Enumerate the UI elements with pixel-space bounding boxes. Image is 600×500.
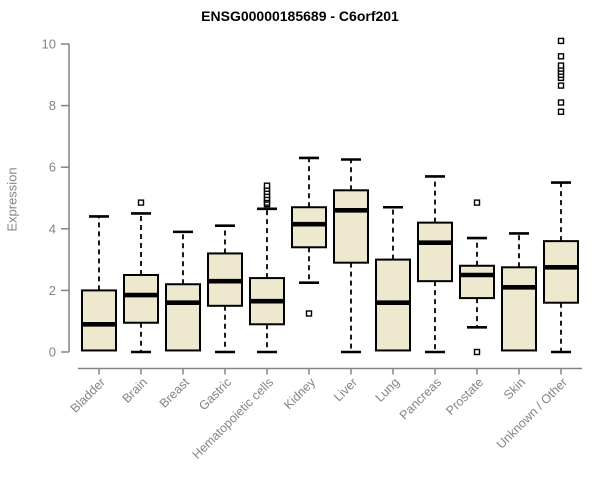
x-tick-label: Pancreas: [397, 375, 444, 422]
y-tick-label: 10: [42, 37, 56, 52]
x-tick-label: Gastric: [196, 375, 234, 413]
outlier-point: [557, 37, 565, 45]
chart-title: ENSG00000185689 - C6orf201: [201, 8, 399, 24]
x-tick-label: Bladder: [68, 375, 108, 415]
iqr-box: [123, 274, 159, 324]
x-tick-label: Hematopoietic cells: [190, 375, 277, 462]
x-tick-label: Kidney: [281, 375, 318, 412]
outlier-point: [305, 310, 313, 317]
y-axis: 0 2 4 6 8 10: [42, 37, 70, 360]
outlier-point: [557, 99, 565, 106]
outlier-point: [557, 62, 565, 69]
box-gastric: [207, 224, 243, 354]
iqr-box: [291, 206, 327, 249]
iqr-box: [417, 221, 453, 283]
x-tick-label: Brain: [120, 375, 151, 406]
outlier-point: [473, 199, 481, 206]
outlier-point: [473, 348, 481, 356]
box-skin: [501, 232, 537, 352]
iqr-box: [543, 240, 579, 304]
box-pancreas: [417, 175, 453, 354]
x-tick-label: Liver: [331, 375, 360, 404]
outlier-point: [557, 53, 565, 60]
box-kidney: [291, 156, 327, 317]
x-tick-label: Prostate: [443, 375, 486, 418]
iqr-box: [459, 264, 495, 300]
outlier-point: [557, 108, 565, 115]
iqr-box: [501, 266, 537, 352]
y-tick-label: 0: [49, 345, 56, 360]
box-unknown-other: [543, 37, 579, 354]
box-lung: [375, 205, 411, 352]
box-hematopoietic-cells: [249, 182, 285, 354]
iqr-box: [375, 258, 411, 352]
outlier-point: [557, 82, 565, 89]
box-bladder: [81, 215, 117, 352]
box-breast: [165, 230, 201, 352]
iqr-box: [81, 289, 117, 352]
iqr-box: [165, 283, 201, 352]
box-liver: [333, 158, 369, 354]
x-tick-label: Skin: [501, 375, 528, 402]
iqr-box: [333, 189, 369, 264]
y-tick-label: 4: [49, 221, 56, 236]
outlier-point: [137, 199, 145, 206]
box-brain: [123, 199, 159, 354]
x-tick-label: Breast: [157, 375, 193, 411]
x-tick-label: Unknown / Other: [494, 375, 570, 451]
y-tick-label: 6: [49, 160, 56, 175]
y-tick-label: 8: [49, 98, 56, 113]
y-tick-label: 2: [49, 283, 56, 298]
x-tick-label: Lung: [373, 375, 403, 405]
box-prostate: [459, 199, 495, 356]
outlier-point: [263, 182, 271, 189]
